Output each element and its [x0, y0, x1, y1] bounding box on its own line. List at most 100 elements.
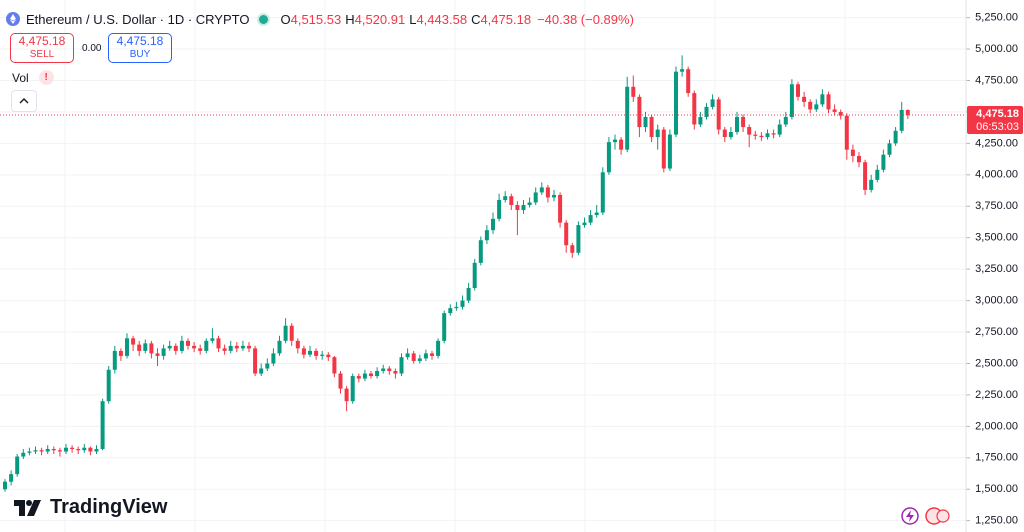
candle-body — [9, 474, 14, 482]
candle-body — [558, 194, 563, 223]
candle-body — [82, 447, 87, 451]
collapse-button[interactable] — [11, 90, 37, 112]
candle-body — [88, 447, 93, 452]
candle-body — [45, 448, 50, 452]
candle-body — [661, 129, 666, 169]
candle-body — [765, 133, 770, 138]
candle-body — [552, 194, 556, 198]
candle-body — [332, 357, 337, 374]
candle-body — [39, 450, 44, 452]
candle-body — [606, 142, 611, 173]
candle-body — [545, 187, 550, 198]
candle-body — [125, 338, 129, 356]
brand[interactable]: TradingView — [14, 496, 167, 519]
candle-body — [405, 353, 410, 358]
y-tick-label: 4,250.00 — [975, 137, 1018, 149]
candle-body — [747, 127, 752, 135]
candle-body — [149, 343, 154, 354]
candle-body — [21, 452, 26, 457]
candle-body — [582, 222, 587, 226]
y-tick-label: 5,250.00 — [975, 12, 1018, 24]
ohlc-key: L — [409, 11, 417, 27]
y-tick-label: 2,500.00 — [975, 357, 1018, 369]
ohlc-key: C — [471, 11, 481, 27]
ohlc-value: 4,443.58 — [416, 11, 468, 27]
buy-button[interactable]: 4,475.18 BUY — [108, 33, 172, 63]
symbol[interactable]: Ethereum / U.S. Dollar · 1D · CRYPTO — [26, 11, 250, 27]
countdown: 06:53:03 — [976, 121, 1019, 133]
candle-body — [905, 109, 910, 116]
candle-body — [478, 240, 483, 263]
candle-body — [64, 447, 68, 452]
indicator-alert[interactable]: ! — [38, 70, 54, 85]
candle-body — [100, 401, 105, 449]
y-tick-label: 4,750.00 — [975, 74, 1018, 86]
sell-label: SELL — [29, 49, 55, 60]
market-status[interactable] — [259, 14, 269, 24]
brand-logo — [14, 499, 41, 516]
candle-body — [448, 308, 453, 314]
candle-body — [570, 245, 575, 253]
candle-body — [686, 69, 691, 94]
chevron-up — [19, 98, 29, 104]
candle-body — [631, 86, 636, 97]
candle-body — [57, 450, 62, 452]
sell-price: 4,475.18 — [18, 34, 66, 48]
candle-body — [503, 196, 508, 200]
candle-body — [393, 371, 398, 374]
candle-body — [472, 262, 477, 289]
volume-indicator[interactable]: Vol ! — [12, 70, 54, 85]
y-tick-label: 1,250.00 — [975, 515, 1018, 527]
candle-body — [399, 357, 404, 374]
candle-body — [710, 99, 715, 107]
candle-body — [283, 325, 288, 341]
candle-body — [253, 348, 258, 374]
candle-body — [460, 300, 465, 307]
candle-body — [796, 84, 800, 97]
candle-body — [753, 134, 758, 136]
ohlc-value: 4,475.18 — [480, 11, 532, 27]
buy-price: 4,475.18 — [116, 34, 164, 48]
candle-body — [497, 199, 502, 219]
candle-body — [271, 353, 276, 364]
candle-body — [265, 363, 270, 369]
trade-buttons: 4,475.18 SELL 0.00 4,475.18 BUY — [10, 33, 172, 63]
y-tick-label: 1,750.00 — [975, 452, 1018, 464]
candle-body — [594, 212, 599, 216]
candle-body — [576, 225, 581, 253]
y-tick-label: 3,250.00 — [975, 263, 1018, 275]
candle-body — [277, 340, 282, 354]
candle-body — [51, 448, 56, 451]
candle-body — [411, 353, 416, 361]
candle-body — [704, 106, 709, 117]
candle-body — [240, 345, 245, 349]
candle-body — [222, 348, 227, 351]
buy-label: BUY — [129, 49, 151, 60]
candle-body — [387, 368, 392, 372]
candle-body — [484, 230, 489, 241]
candle-body — [899, 109, 904, 131]
candle-body — [344, 388, 349, 402]
sell-button[interactable]: 4,475.18 SELL — [10, 33, 74, 63]
y-tick-label: 3,500.00 — [975, 232, 1018, 244]
candle-body — [118, 350, 123, 356]
last-price-box — [967, 106, 1023, 135]
candle-body — [759, 135, 764, 138]
spread: 0.00 — [82, 42, 102, 54]
candle-body — [863, 162, 868, 190]
candle-body — [173, 345, 178, 351]
lightning-bolt — [906, 510, 914, 522]
ohlc-key: H — [345, 11, 355, 27]
candle-body — [33, 450, 38, 452]
candle-body — [735, 116, 739, 133]
ohlc-key: O — [280, 11, 291, 27]
candle-body — [436, 340, 441, 356]
candle-body — [454, 306, 459, 309]
candle-body — [875, 169, 880, 180]
candle-body — [728, 132, 733, 138]
candle-body — [564, 222, 569, 246]
candle-body — [320, 354, 325, 356]
ohlc-value: 4,515.53 — [290, 11, 342, 27]
candle-body — [814, 104, 819, 110]
